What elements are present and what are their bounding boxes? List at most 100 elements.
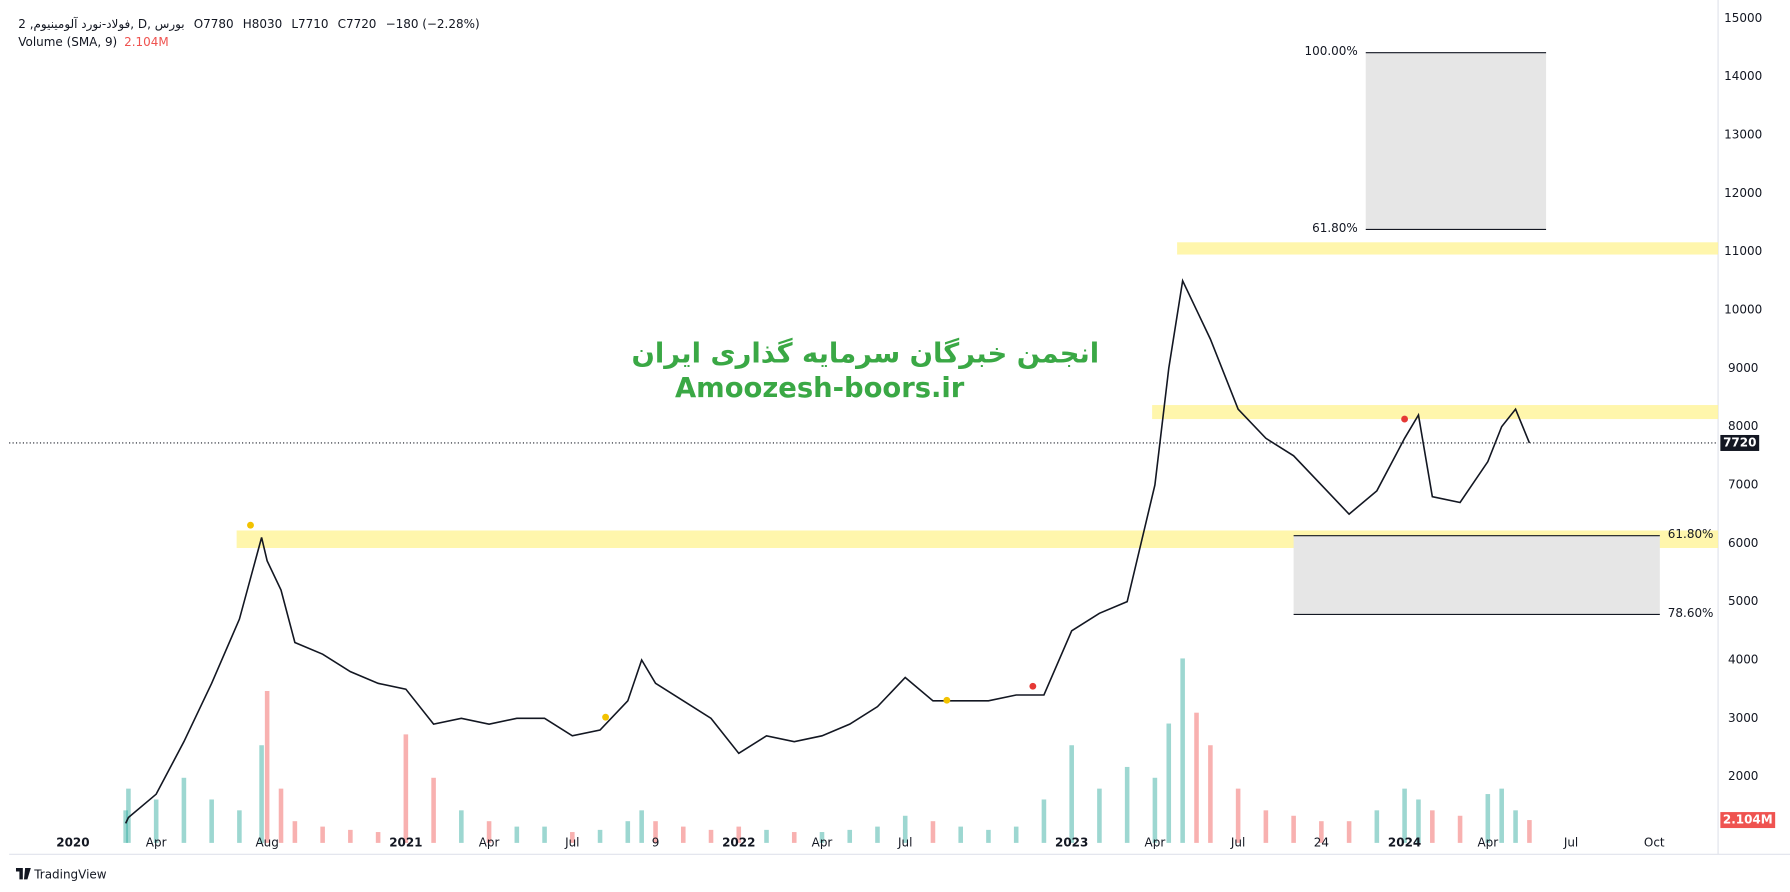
- volume-bar: [1374, 810, 1380, 843]
- y-tick-label: 11000: [1724, 244, 1762, 258]
- volume-bar: [209, 799, 214, 843]
- fib-label: 61.80%: [1312, 221, 1358, 235]
- volume-bar: [958, 826, 963, 843]
- signal-marker: [1029, 682, 1037, 690]
- last-price-label: 7720: [1723, 435, 1756, 449]
- volume-bar: [486, 821, 492, 843]
- fib-label: 61.80%: [1668, 527, 1714, 541]
- volume-bar: [514, 826, 520, 843]
- x-tick-label: Apr: [479, 835, 500, 849]
- high: H8030: [243, 16, 282, 30]
- x-tick-label: Aug: [255, 835, 278, 849]
- x-tick-label: 24: [1314, 835, 1329, 849]
- volume-bar: [1499, 788, 1504, 843]
- volume-bar: [764, 829, 769, 843]
- logo-icon: [15, 868, 31, 880]
- x-tick-label: 2022: [722, 835, 755, 849]
- y-tick-label: 13000: [1724, 127, 1762, 141]
- symbol: فولاد-نورد آلومینیوم, 2, D, بورس: [18, 15, 184, 31]
- volume-bar: [708, 829, 714, 843]
- volume-bar: [1430, 810, 1435, 843]
- legend-header: فولاد-نورد آلومینیوم, 2, D, بورس O7780 H80…: [18, 15, 479, 31]
- fib-label: 78.60%: [1668, 606, 1714, 620]
- volume-bar: [570, 832, 575, 843]
- volume-bar: [348, 829, 353, 843]
- volume-bar: [1152, 777, 1158, 843]
- volume-bar: [1457, 815, 1463, 843]
- open: O7780: [194, 16, 234, 30]
- volume-bar: [791, 832, 797, 843]
- close: C7720: [338, 16, 377, 30]
- low: L7710: [291, 16, 328, 30]
- fib-label: 100.00%: [1305, 44, 1358, 58]
- volume-bar: [126, 788, 131, 843]
- change: −180 (−2.28%): [386, 16, 480, 30]
- x-tick-label: Jul: [564, 835, 579, 849]
- volume-bar: [320, 826, 325, 843]
- volume-bar: [1485, 794, 1491, 843]
- y-tick-label: 14000: [1724, 69, 1762, 83]
- volume-bar: [1013, 826, 1019, 843]
- volume-bar: [403, 734, 409, 843]
- x-tick-label: Apr: [1477, 835, 1498, 849]
- x-tick-label: Jul: [897, 835, 912, 849]
- support-zone: [1152, 405, 1719, 420]
- x-tick-label: Apr: [146, 835, 167, 849]
- volume-bar: [181, 777, 187, 843]
- y-tick-label: 12000: [1724, 186, 1762, 200]
- volume-title: Volume (SMA, 9): [18, 35, 117, 49]
- volume-bar: [153, 799, 159, 843]
- watermark-persian: انجمن خبرگان سرمایه گذاری ایران: [632, 338, 1100, 370]
- y-tick-label: 6000: [1728, 536, 1758, 550]
- volume-bar: [1097, 788, 1102, 843]
- volume-bar: [264, 690, 270, 843]
- brand: TradingView: [33, 867, 107, 881]
- volume-bar: [1263, 810, 1269, 843]
- volume-bar: [597, 829, 603, 843]
- volume-bar: [459, 810, 464, 843]
- y-tick-label: 9000: [1728, 361, 1758, 375]
- volume-bar: [625, 821, 631, 843]
- x-tick-label: Apr: [1145, 835, 1166, 849]
- signal-marker: [247, 521, 254, 529]
- volume-bar: [259, 745, 264, 843]
- volume-bar: [431, 777, 436, 843]
- volume-bar: [1194, 712, 1199, 843]
- volume-bar: [1041, 799, 1047, 843]
- volume-bar: [902, 815, 908, 843]
- volume-bar: [736, 826, 742, 843]
- volume-bar: [1416, 799, 1421, 843]
- fib-box: [1293, 535, 1660, 615]
- volume-bar: [680, 826, 686, 843]
- volume-bar: [1235, 788, 1241, 843]
- support-zone: [1177, 242, 1719, 255]
- volume-bar: [639, 810, 644, 843]
- fib-box: [1365, 52, 1547, 230]
- plot: 61.80% 78.60% 100.00% 61.80% 2000 3000 4000 500…: [9, 11, 1776, 849]
- volume-bar: [1180, 658, 1185, 843]
- x-tick-label: 2021: [389, 835, 422, 849]
- volume-bar: [819, 832, 825, 843]
- y-tick-label: 15000: [1724, 11, 1762, 25]
- y-tick-label: 4000: [1728, 652, 1758, 666]
- volume-bar: [1291, 815, 1296, 843]
- volume-bar: [237, 810, 242, 843]
- x-tick-label: Apr: [812, 835, 833, 849]
- watermark-site: Amoozesh-boors.ir: [675, 373, 965, 404]
- volume-legend: Volume (SMA, 9) 2.104M: [18, 35, 168, 49]
- volume-bar: [1402, 788, 1407, 843]
- volume-bar: [292, 821, 298, 843]
- volume-bar: [653, 821, 658, 843]
- signal-marker: [1401, 415, 1409, 423]
- volume-bar: [278, 788, 284, 843]
- x-tick-label: Jul: [1230, 835, 1245, 849]
- volume-bar: [930, 821, 936, 843]
- volume-bar: [1513, 810, 1518, 843]
- y-tick-label: 8000: [1728, 419, 1758, 433]
- volume-bar: [1124, 766, 1130, 843]
- volume-bar: [875, 826, 880, 843]
- volume-bar: [847, 829, 853, 843]
- volume-badge-label: 2.104M: [1723, 813, 1773, 827]
